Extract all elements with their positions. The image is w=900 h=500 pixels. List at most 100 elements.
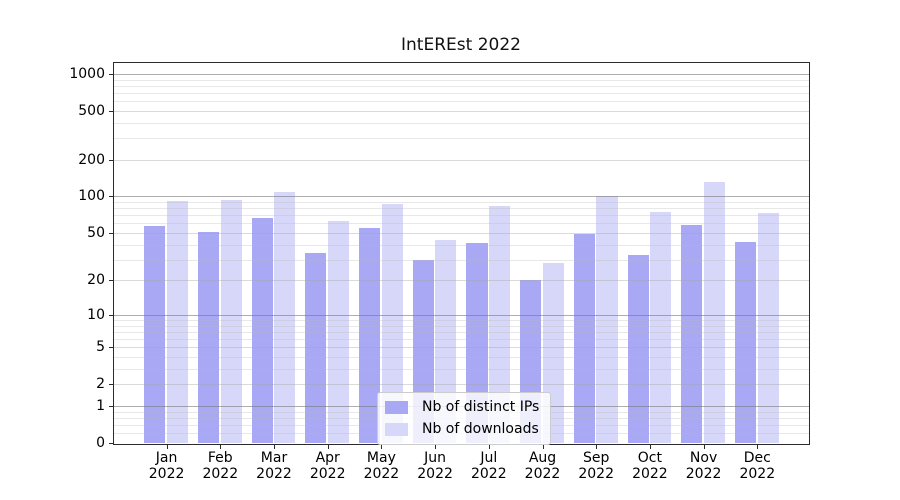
bar-nb-of-downloads-jan [166, 200, 188, 444]
y-tick-10 [108, 314, 113, 316]
x-tick-feb [220, 444, 222, 449]
bar-nb-of-distinct-ips-may [359, 227, 381, 444]
x-tick-mar [274, 444, 275, 449]
bar-nb-of-downloads-may [381, 203, 403, 444]
gridline-50 [113, 232, 809, 234]
legend-swatch-distinct-ips-icon [385, 401, 408, 414]
gridline-minor-80 [113, 208, 809, 210]
legend-item-distinct-ips: Nb of distinct IPs [385, 399, 539, 416]
gridline-minor-9 [113, 320, 809, 321]
bar-nb-of-distinct-ips-apr [305, 253, 327, 444]
bar-nb-of-downloads-jul [489, 205, 511, 444]
y-tick-label-5: 5 [96, 339, 105, 356]
legend: Nb of distinct IPs Nb of downloads [377, 392, 552, 445]
bar-nb-of-downloads-sep [596, 196, 618, 444]
bar-nb-of-distinct-ips-jan [144, 226, 166, 444]
y-tick-label-200: 200 [78, 151, 105, 168]
spine-top [112, 61, 810, 63]
y-tick-1 [108, 405, 113, 407]
gridline-minor-40 [113, 244, 809, 246]
x-tick-aug [542, 444, 544, 449]
y-tick-100 [108, 196, 113, 198]
chart-title: IntEREst 2022 [401, 35, 521, 55]
gridline-minor-30 [113, 259, 809, 261]
legend-label-downloads: Nb of downloads [422, 421, 539, 437]
gridline-200 [113, 159, 809, 161]
x-tick-dec [757, 444, 759, 449]
x-tick-oct [649, 444, 651, 449]
y-tick-label-20: 20 [87, 272, 105, 289]
y-tick-5 [108, 347, 113, 349]
bar-nb-of-distinct-ips-feb [197, 231, 220, 444]
y-tick-1000 [108, 73, 113, 75]
x-tick-label-jul: Jul 2022 [470, 450, 507, 482]
bar-nb-of-downloads-dec [757, 213, 779, 444]
y-tick-2 [108, 384, 113, 386]
bar-nb-of-distinct-ips-nov [681, 225, 703, 444]
y-tick-label-50: 50 [87, 224, 105, 241]
x-tick-label-may: May 2022 [363, 450, 400, 482]
y-tick-label-10: 10 [87, 306, 105, 323]
gridline-1000 [113, 73, 809, 75]
x-tick-jul [488, 444, 490, 449]
gridline-100 [113, 196, 809, 198]
gridline-500 [113, 110, 809, 112]
y-tick-label-1: 1 [96, 397, 105, 414]
legend-swatch-downloads-icon [385, 423, 408, 436]
gridline-minor-700 [113, 92, 809, 94]
gridline-minor-3 [113, 368, 809, 370]
gridline-minor-600 [113, 101, 809, 103]
legend-label-distinct-ips: Nb of distinct IPs [422, 399, 540, 415]
x-tick-label-jan: Jan 2022 [148, 450, 185, 482]
y-tick-200 [108, 159, 113, 161]
bar-nb-of-downloads-feb [220, 199, 242, 444]
x-tick-label-jun: Jun 2022 [417, 450, 453, 482]
y-tick-label-0: 0 [96, 435, 105, 451]
x-tick-label-mar: Mar 2022 [256, 450, 292, 482]
gridline-minor-60 [113, 223, 809, 225]
bar-nb-of-downloads-apr [327, 220, 350, 444]
y-tick-label-100: 100 [78, 188, 105, 205]
y-tick-20 [108, 280, 113, 282]
x-tick-label-aug: Aug 2022 [524, 450, 561, 482]
gridline-2 [113, 384, 809, 386]
x-tick-jun [435, 444, 437, 449]
bar-nb-of-distinct-ips-dec [734, 242, 757, 444]
x-tick-apr [327, 444, 329, 449]
spine-right [808, 61, 810, 445]
gridline-minor-300 [113, 138, 809, 140]
gridline-5 [113, 347, 809, 349]
y-tick-0 [108, 443, 113, 444]
legend-item-downloads: Nb of downloads [385, 421, 539, 438]
gridline-minor-800 [113, 85, 809, 87]
x-tick-label-dec: Dec 2022 [739, 450, 776, 482]
x-tick-sep [596, 444, 598, 449]
x-tick-label-apr: Apr 2022 [309, 450, 346, 482]
bar-nb-of-downloads-nov [703, 181, 725, 444]
gridline-minor-400 [113, 122, 809, 124]
x-tick-jan [166, 444, 168, 449]
x-tick-may [381, 444, 383, 449]
gridline-minor-70 [113, 215, 809, 217]
gridline-minor-900 [113, 79, 809, 81]
gridline-minor-7 [113, 331, 809, 333]
bar-nb-of-downloads-mar [274, 191, 296, 444]
bar-nb-of-distinct-ips-mar [251, 217, 273, 444]
gridline-minor-6 [113, 339, 809, 341]
y-tick-label-500: 500 [78, 102, 105, 119]
gridline-minor-4 [113, 357, 809, 359]
y-tick-500 [108, 110, 113, 112]
bar-nb-of-downloads-oct [650, 211, 672, 444]
y-tick-label-2: 2 [96, 376, 105, 393]
y-tick-label-1000: 1000 [69, 65, 105, 82]
x-tick-label-oct: Oct 2022 [632, 450, 668, 482]
gridline-10 [113, 314, 809, 316]
x-tick-label-feb: Feb 2022 [202, 450, 239, 482]
x-tick-nov [703, 444, 705, 449]
gridline-20 [113, 280, 809, 282]
y-tick-50 [108, 232, 113, 234]
gridline-minor-90 [113, 202, 809, 204]
gridline-minor-8 [113, 325, 809, 327]
x-tick-label-sep: Sep 2022 [578, 450, 614, 482]
